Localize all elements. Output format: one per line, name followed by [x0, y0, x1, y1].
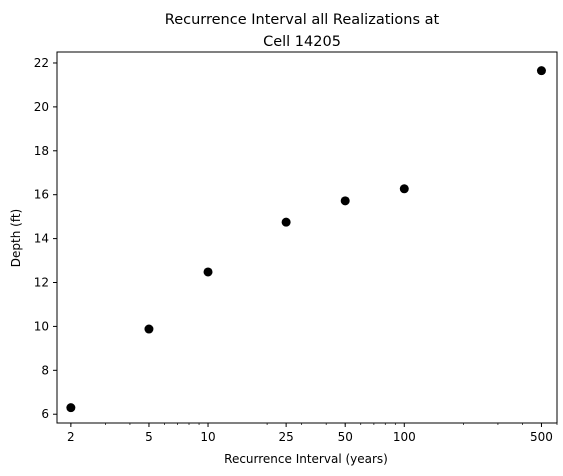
x-tick-label: 100: [393, 430, 416, 444]
data-point: [341, 196, 350, 205]
chart-title-line-2: Cell 14205: [263, 34, 341, 50]
y-tick-label: 16: [34, 188, 49, 202]
chart-title: Recurrence Interval all Realizations at …: [165, 12, 440, 50]
x-axis-label: Recurrence Interval (years): [224, 452, 388, 466]
scatter-points: [66, 66, 546, 412]
y-tick-label: 8: [41, 363, 49, 377]
data-point: [144, 325, 153, 334]
x-tick-label: 25: [278, 430, 293, 444]
data-point: [537, 66, 546, 75]
y-axis-label: Depth (ft): [9, 209, 23, 267]
y-tick-label: 18: [34, 144, 49, 158]
y-tick-label: 14: [34, 232, 49, 246]
y-tick-label: 12: [34, 276, 49, 290]
x-axis-ticks: 2 5 10 25 50 100 500: [67, 423, 557, 444]
y-axis-ticks: 6 8 10 12 14 16 18 20 22: [34, 56, 57, 421]
x-tick-label: 50: [338, 430, 353, 444]
x-tick-label: 5: [145, 430, 153, 444]
x-tick-label: 500: [530, 430, 553, 444]
data-point: [400, 184, 409, 193]
y-tick-label: 22: [34, 56, 49, 70]
chart-title-line-1: Recurrence Interval all Realizations at: [165, 12, 440, 28]
data-point: [204, 267, 213, 276]
y-tick-label: 6: [41, 407, 49, 421]
x-tick-label: 10: [200, 430, 215, 444]
y-tick-label: 10: [34, 319, 49, 333]
data-point: [66, 403, 75, 412]
plot-area-frame: [57, 52, 557, 423]
data-point: [282, 218, 291, 227]
x-tick-label: 2: [67, 430, 75, 444]
y-tick-label: 20: [34, 100, 49, 114]
